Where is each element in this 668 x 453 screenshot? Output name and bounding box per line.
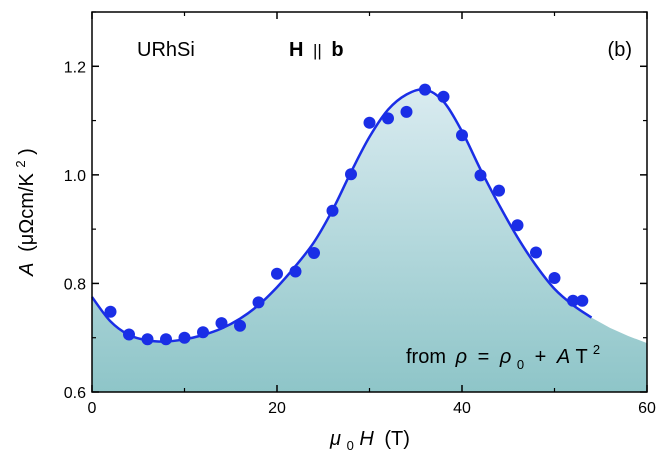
data-point [511,219,524,232]
data-point [104,305,117,318]
data-point [456,129,468,142]
x-axis-title: μ 0 H (T) [329,428,410,453]
data-point [576,294,589,307]
ticks-layer: 0 20 40 60 0.6 0.8 1.0 1.2 [64,11,656,417]
formula-label: from ρ = ρ 0 + A T 2 [406,342,600,374]
y-tick-label: 0.6 [64,385,86,402]
x-tick-label: 60 [638,400,656,417]
compound-label: URhSi [137,39,195,61]
x-tick-label: 40 [453,400,471,417]
y-tick-label: 1.0 [64,168,86,185]
data-point [437,90,450,103]
data-point [493,184,505,197]
data-point [326,204,339,217]
x-tick-label: 0 [88,400,97,417]
fit-line [90,88,593,343]
panel-label: (b) [608,39,632,61]
y-tick-label: 1.2 [64,59,86,76]
data-point [567,294,579,307]
data-point [234,319,246,332]
data-point [141,333,154,346]
data-point [160,333,172,346]
data-point [178,331,191,344]
data-point [382,112,394,125]
data-point [548,272,561,284]
field-direction-label: H || b [289,39,344,61]
line-layer [90,88,593,343]
data-point [308,247,320,259]
data-point [530,246,542,259]
area-layer [92,89,647,392]
data-point [400,105,413,118]
points-layer [104,83,589,346]
data-point [271,267,283,280]
data-point [419,83,431,96]
data-point [123,328,135,341]
data-point [363,116,376,129]
data-point [252,296,265,309]
data-point [345,168,357,181]
data-point [289,265,302,278]
data-point [197,326,209,339]
y-tick-label: 0.8 [64,276,86,293]
x-tick-label: 20 [268,400,286,417]
data-point [215,317,228,330]
data-point [474,169,487,182]
shaded-area [92,89,647,392]
y-axis-title: A (μΩcm/K 2 ) [8,148,38,277]
